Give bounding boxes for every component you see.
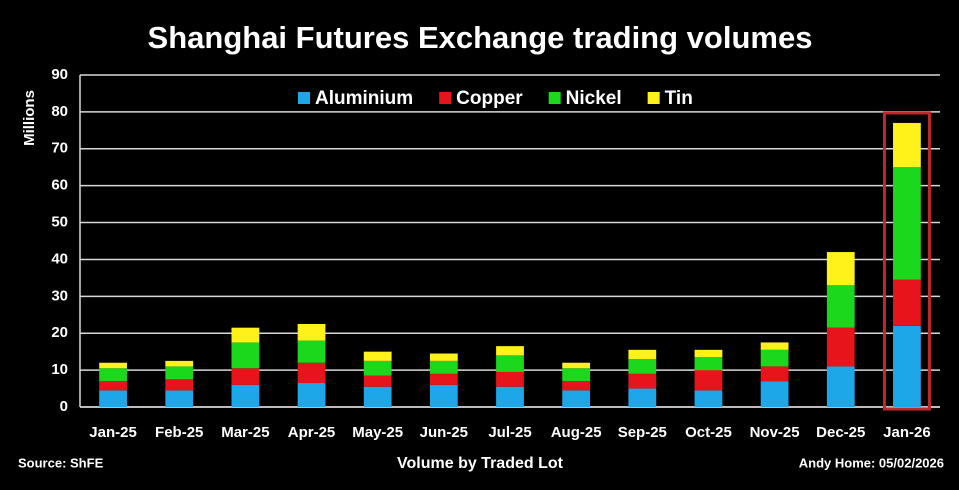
bar-segment — [628, 388, 657, 407]
bar-segment — [893, 167, 921, 280]
source: Source: ShFE — [18, 455, 104, 470]
bar-segment — [694, 390, 723, 407]
y-tick-label: 30 — [51, 287, 68, 304]
bar-segment — [893, 122, 921, 168]
bar-segment — [165, 360, 194, 367]
x-tick-label: May-25 — [352, 424, 403, 441]
y-tick-label: 20 — [51, 324, 68, 341]
bar-segment — [562, 362, 591, 369]
x-tick-label: Mar-25 — [221, 424, 269, 441]
y-tick-label: 80 — [51, 103, 68, 120]
legend-swatch — [548, 92, 561, 104]
bar-segment — [760, 349, 789, 367]
bar-segment — [628, 373, 657, 389]
legend-label: Nickel — [566, 88, 622, 109]
credit: Andy Home: 05/02/2026 — [799, 455, 944, 470]
y-tick-label: 60 — [51, 177, 68, 194]
bar-segment — [496, 371, 524, 387]
bar-segment — [826, 327, 855, 367]
x-tick-label: Nov-25 — [750, 424, 800, 441]
bar-segment — [363, 375, 392, 387]
x-tick-label: Oct-25 — [685, 424, 732, 441]
bar-segment — [826, 366, 855, 407]
x-tick-label: Dec-25 — [816, 424, 865, 441]
bar-segment — [363, 386, 392, 407]
bar-segment — [165, 390, 194, 407]
bar-segment — [99, 381, 127, 391]
bar-segment — [893, 279, 921, 326]
x-tick-label: Sep-25 — [618, 424, 667, 441]
bar-segment — [297, 383, 326, 407]
legend-swatch — [647, 92, 660, 104]
y-tick-label: 0 — [60, 398, 68, 415]
x-tick-label: Jan-26 — [883, 424, 931, 441]
bar-segment — [694, 370, 723, 391]
x-tick-label: Feb-25 — [155, 424, 203, 441]
bar-segment — [628, 359, 657, 374]
bar-segment — [496, 346, 524, 356]
y-tick-label: 50 — [51, 214, 68, 231]
bar-segment — [893, 325, 921, 407]
bar-segment — [363, 351, 392, 361]
bar-segment — [297, 324, 326, 341]
y-tick-label: 70 — [51, 140, 68, 157]
bar-segment — [496, 355, 524, 372]
y-axis-label: Millions — [21, 90, 38, 146]
legend-swatch — [298, 92, 310, 104]
legend-label: Copper — [456, 88, 523, 109]
bar-segment — [562, 381, 591, 391]
bar-segment — [231, 327, 260, 343]
bar-segment — [826, 285, 855, 328]
bar-segment — [429, 384, 458, 407]
bar-segment — [760, 381, 789, 407]
bar-segment — [231, 342, 260, 369]
bar-segment — [562, 390, 591, 407]
bar-segment — [165, 379, 194, 391]
bar-segment — [297, 340, 326, 363]
bar-segment — [429, 373, 458, 385]
bar-segment — [429, 360, 458, 374]
y-tick-label: 40 — [51, 250, 68, 267]
bar-segment — [165, 366, 194, 380]
bar-segment — [363, 360, 392, 376]
legend-label: Aluminium — [315, 88, 413, 109]
chart-title: Shanghai Futures Exchange trading volume… — [148, 20, 813, 55]
bar-segment — [628, 349, 657, 360]
x-axis-label: Volume by Traded Lot — [397, 455, 564, 472]
x-tick-label: Apr-25 — [288, 424, 336, 441]
bar-segment — [694, 349, 723, 358]
legend-label: Tin — [665, 88, 693, 109]
bar-segment — [231, 384, 260, 407]
x-tick-label: Jul-25 — [488, 424, 531, 441]
y-tick-label: 90 — [51, 66, 68, 83]
x-tick-label: Aug-25 — [551, 424, 602, 441]
bar-segment — [760, 366, 789, 382]
bar-segment — [99, 390, 127, 407]
highlight-box — [882, 111, 931, 411]
y-tick-label: 10 — [51, 361, 68, 378]
bar-segment — [231, 368, 260, 385]
bar-segment — [760, 342, 789, 350]
bar-segment — [562, 368, 591, 382]
legend-swatch — [439, 92, 452, 104]
bar-segment — [297, 362, 326, 384]
bar-segment — [99, 362, 127, 369]
bar-segment — [826, 252, 855, 286]
bar-segment — [694, 357, 723, 371]
bar-segment — [496, 386, 524, 407]
bar-segment — [429, 353, 458, 361]
x-tick-label: Jan-25 — [89, 424, 137, 441]
x-tick-label: Jun-25 — [420, 424, 468, 441]
bar-segment — [99, 368, 127, 382]
